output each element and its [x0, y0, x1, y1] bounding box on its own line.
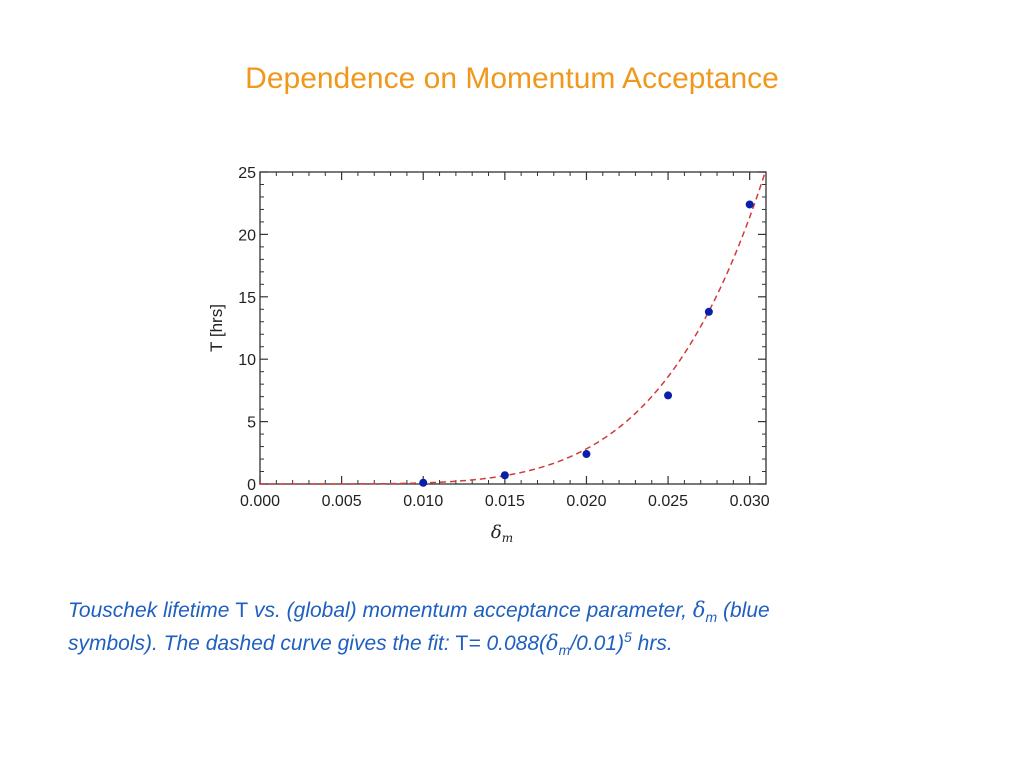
figure-caption: Touschek lifetime T vs. (global) momentu…: [68, 594, 968, 660]
data-points: [419, 200, 754, 487]
data-point: [419, 478, 428, 487]
data-point: [582, 450, 591, 459]
y-tick-labels: 0 5 10 15 20 25: [238, 165, 256, 494]
caption-delta-subscript-2: m: [558, 642, 571, 659]
x-tick-label: 0.025: [648, 493, 688, 510]
caption-tau-symbol-2: T: [455, 632, 469, 655]
x-tick-label: 0.005: [322, 493, 362, 510]
y-tick-label: 0: [247, 477, 256, 494]
caption-line1-b: vs. (global) momentum acceptance paramet…: [248, 599, 693, 622]
caption-power: 5: [624, 629, 632, 645]
caption-line2-b: = 0.088(: [468, 632, 546, 655]
x-tick-label: 0.015: [485, 493, 525, 510]
y-tick-label: 5: [247, 415, 256, 432]
x-axis-label: δm: [491, 522, 513, 545]
y-tick-label: 20: [238, 227, 256, 244]
caption-tau-symbol: T: [235, 599, 249, 622]
caption-delta-symbol: δ: [692, 598, 706, 622]
y-tick-label: 10: [238, 352, 256, 369]
plot-frame: [259, 171, 767, 485]
caption-line2-c: /0.01): [570, 632, 625, 655]
caption-line1-a: Touschek lifetime: [68, 599, 236, 622]
x-tick-labels: 0.000 0.005 0.010 0.015 0.020 0.025 0.030: [240, 493, 770, 510]
axis-ticks: [259, 171, 767, 485]
slide-title: Dependence on Momentum Acceptance: [245, 62, 779, 95]
data-point: [704, 307, 713, 316]
fit-curve: [260, 173, 766, 485]
x-tick-label: 0.030: [730, 493, 770, 510]
data-point: [745, 200, 754, 209]
data-point: [500, 471, 509, 480]
caption-delta-subscript: m: [705, 609, 718, 626]
caption-line1-c: (blue: [717, 599, 770, 622]
y-tick-label: 15: [238, 290, 256, 307]
y-tick-label: 25: [238, 165, 256, 182]
scatter-chart: 0.000 0.005 0.010 0.015 0.020 0.025 0.030 0 5 10…: [207, 165, 770, 545]
x-tick-label: 0.000: [240, 493, 280, 510]
x-axis-label-symbol: δ: [491, 522, 502, 543]
caption-delta-symbol-2: δ: [546, 631, 559, 655]
caption-line2-a: symbols). The dashed curve gives the fit…: [68, 632, 456, 655]
y-axis-label: T [hrs]: [207, 304, 226, 352]
x-tick-label: 0.020: [566, 493, 606, 510]
x-axis-label-subscript: m: [502, 531, 513, 545]
x-tick-label: 0.010: [403, 493, 443, 510]
data-point: [664, 391, 673, 400]
caption-line2-d: hrs.: [631, 632, 673, 655]
